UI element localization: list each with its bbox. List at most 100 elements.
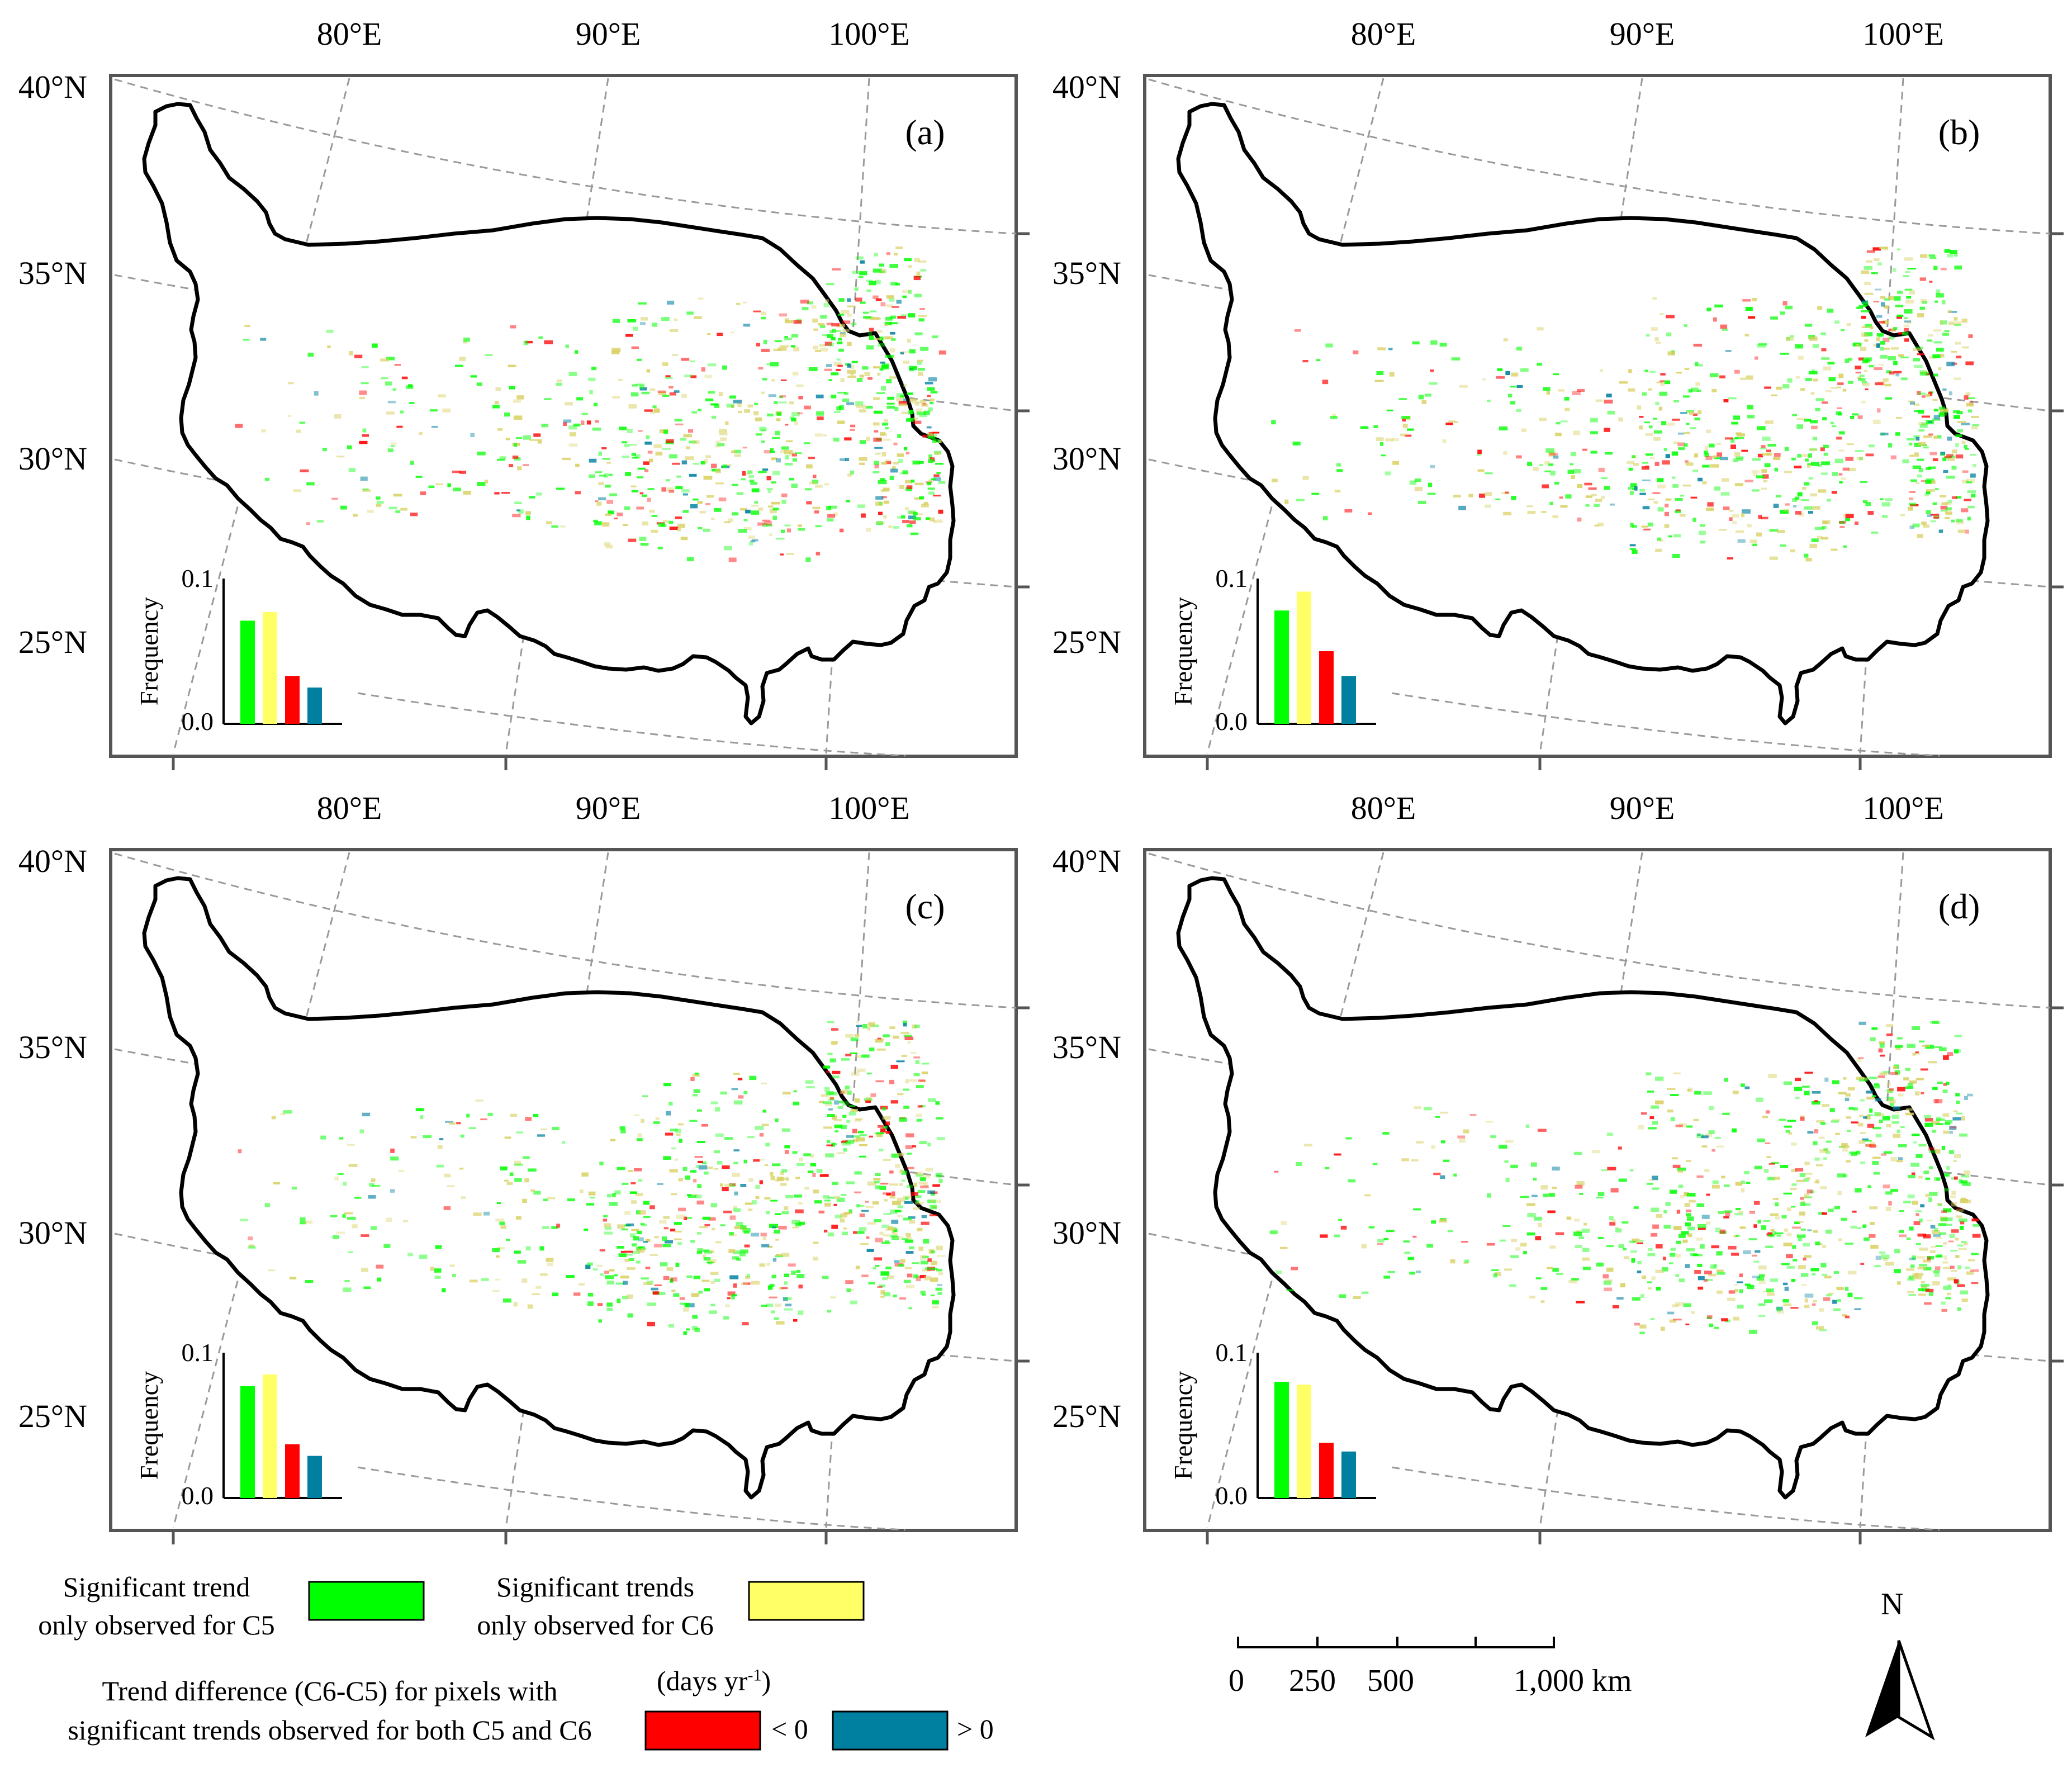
trend-pixel bbox=[1701, 1215, 1710, 1219]
trend-pixel bbox=[617, 1167, 625, 1170]
trend-pixel bbox=[1662, 460, 1670, 465]
trend-pixel bbox=[632, 384, 638, 387]
trend-pixel bbox=[1679, 1123, 1687, 1127]
trend-pixel bbox=[1666, 315, 1675, 319]
trend-pixel bbox=[853, 1139, 858, 1143]
trend-pixel bbox=[770, 451, 775, 453]
trend-pixel bbox=[837, 420, 845, 424]
trend-pixel bbox=[1754, 1165, 1762, 1169]
trend-pixel bbox=[748, 1178, 753, 1182]
trend-pixel bbox=[795, 1209, 804, 1214]
trend-pixel bbox=[1900, 356, 1909, 359]
trend-pixel bbox=[1780, 311, 1785, 315]
trend-pixel bbox=[792, 1151, 798, 1154]
trend-pixel bbox=[527, 1304, 533, 1309]
trend-pixel bbox=[1898, 1093, 1904, 1097]
trend-pixel bbox=[1822, 526, 1827, 529]
trend-pixel bbox=[833, 1203, 837, 1206]
trend-pixel bbox=[1646, 1072, 1652, 1075]
trend-pixel bbox=[1670, 1094, 1679, 1096]
trend-pixel bbox=[1733, 1316, 1740, 1321]
trend-pixel bbox=[719, 429, 727, 432]
trend-pixel bbox=[907, 524, 913, 528]
trend-pixel bbox=[1798, 1238, 1803, 1241]
trend-pixel bbox=[1932, 1130, 1936, 1133]
trend-pixel bbox=[1552, 1268, 1559, 1272]
trend-pixel bbox=[1606, 1245, 1614, 1248]
trend-pixel bbox=[1733, 415, 1741, 420]
trend-pixel bbox=[1898, 354, 1904, 357]
trend-pixel bbox=[785, 1177, 789, 1182]
trend-pixel bbox=[1655, 1077, 1664, 1081]
trend-pixel bbox=[725, 1304, 730, 1307]
trend-pixel bbox=[1960, 1226, 1964, 1230]
trend-pixel bbox=[1761, 1225, 1766, 1230]
trend-pixel bbox=[1773, 457, 1780, 461]
trend-pixel bbox=[653, 444, 662, 448]
trend-pixel bbox=[880, 1296, 885, 1298]
trend-pixel bbox=[671, 1290, 676, 1292]
trend-pixel bbox=[1348, 1179, 1356, 1183]
trend-pixel bbox=[1870, 326, 1874, 330]
trend-pixel bbox=[1353, 350, 1359, 354]
bar-c6-only bbox=[263, 1374, 277, 1498]
trend-pixel bbox=[1503, 338, 1508, 342]
trend-pixel bbox=[1888, 296, 1894, 300]
trend-pixel bbox=[1795, 1097, 1800, 1099]
trend-pixel bbox=[1935, 1099, 1939, 1103]
trend-pixel bbox=[827, 1021, 835, 1023]
histogram-ylabel: Frequency bbox=[135, 597, 163, 705]
trend-pixel bbox=[1679, 1278, 1685, 1283]
trend-pixel bbox=[761, 348, 770, 352]
trend-pixel bbox=[1678, 1184, 1684, 1188]
trend-pixel bbox=[918, 1182, 928, 1185]
trend-pixel bbox=[750, 540, 756, 543]
trend-pixel bbox=[1381, 454, 1386, 457]
trend-pixel bbox=[1815, 1179, 1819, 1184]
trend-pixel bbox=[938, 509, 943, 514]
trend-pixel bbox=[873, 471, 880, 473]
trend-pixel bbox=[665, 1132, 674, 1136]
trend-pixel bbox=[791, 334, 799, 338]
trend-pixel bbox=[1964, 395, 1969, 400]
trend-pixel bbox=[1383, 1276, 1390, 1279]
trend-pixel bbox=[604, 542, 610, 546]
trend-pixel bbox=[890, 1064, 898, 1069]
trend-pixel bbox=[1665, 1202, 1671, 1206]
lat-label: 25°N bbox=[18, 1398, 87, 1434]
trend-pixel bbox=[867, 1181, 876, 1186]
trend-pixel bbox=[575, 491, 581, 495]
trend-pixel bbox=[881, 1241, 890, 1244]
trend-pixel bbox=[1923, 1234, 1931, 1239]
trend-pixel bbox=[344, 1212, 353, 1215]
trend-pixel bbox=[913, 1073, 920, 1077]
trend-pixel bbox=[1955, 434, 1962, 437]
trend-pixel bbox=[1734, 437, 1738, 439]
trend-pixel bbox=[883, 487, 890, 491]
trend-pixel bbox=[1861, 334, 1869, 337]
trend-pixel bbox=[1816, 1164, 1823, 1167]
trend-pixel bbox=[920, 269, 927, 272]
trend-pixel bbox=[624, 1250, 633, 1253]
trend-pixel bbox=[1942, 1261, 1948, 1264]
trend-pixel bbox=[1485, 472, 1493, 475]
trend-pixel bbox=[900, 1259, 905, 1263]
trend-pixel bbox=[644, 442, 652, 445]
trend-pixel bbox=[403, 1220, 409, 1222]
trend-pixel bbox=[1709, 1323, 1714, 1328]
trend-pixel bbox=[1643, 528, 1651, 530]
trend-pixel bbox=[380, 358, 389, 362]
trend-pixel bbox=[1537, 362, 1542, 366]
trend-pixel bbox=[1928, 466, 1936, 470]
trend-pixel bbox=[1629, 1240, 1636, 1243]
trend-pixel bbox=[595, 420, 599, 423]
trend-pixel bbox=[525, 340, 533, 344]
trend-pixel bbox=[1385, 471, 1391, 476]
trend-pixel bbox=[1919, 277, 1926, 281]
trend-pixel bbox=[708, 1217, 716, 1221]
trend-pixel bbox=[1666, 332, 1672, 336]
trend-pixel bbox=[1641, 466, 1649, 470]
trend-pixel bbox=[1721, 478, 1729, 482]
trend-pixel bbox=[1294, 329, 1301, 332]
trend-pixel bbox=[495, 1278, 501, 1281]
